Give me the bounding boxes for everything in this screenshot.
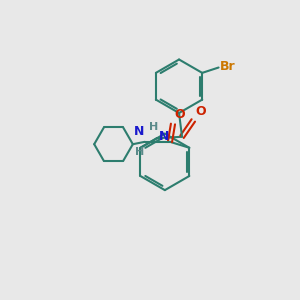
Text: N: N — [159, 130, 169, 143]
Text: Br: Br — [220, 60, 236, 73]
Text: H: H — [148, 122, 158, 132]
Text: N: N — [134, 125, 145, 138]
Text: H: H — [136, 147, 145, 157]
Text: O: O — [196, 105, 206, 118]
Text: O: O — [175, 108, 185, 121]
